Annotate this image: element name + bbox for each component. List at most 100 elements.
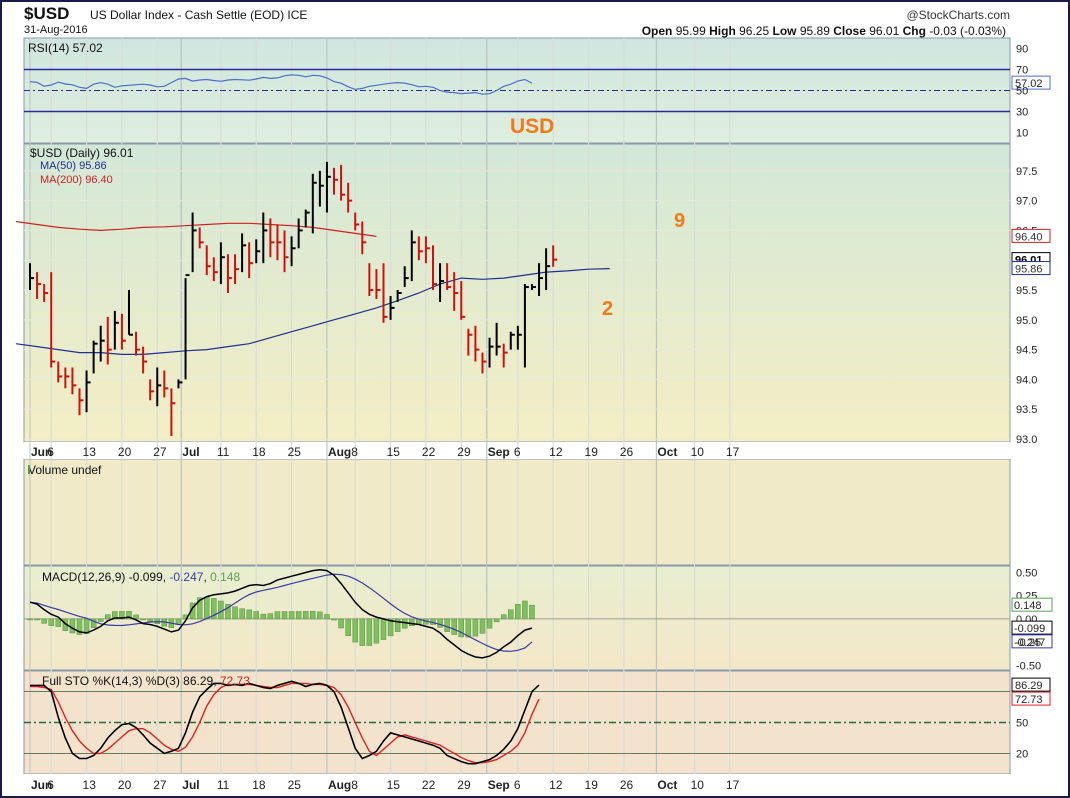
instrument-name: US Dollar Index - Cash Settle (EOD) ICE [90, 8, 308, 22]
price-bar [255, 239, 261, 264]
x-axis-tick-label: 12 [549, 445, 563, 459]
price-bar [71, 367, 77, 395]
x-axis-bottom-tick-label: Sep [488, 778, 510, 792]
price-tick-label: 93.5 [1016, 404, 1037, 416]
x-axis-bottom-tick-label: Jun [31, 778, 52, 792]
macd-hist-bar [500, 614, 507, 620]
macd-hist-bar [338, 618, 344, 629]
macd-hist-bar [529, 604, 535, 620]
macd-hist-bar [451, 618, 457, 635]
price-bar [283, 230, 289, 273]
price-tick-label: 95.5 [1016, 285, 1037, 297]
macd-hist-bar [133, 614, 139, 620]
price-bar [368, 263, 374, 296]
macd-hist-bar [479, 618, 486, 634]
macd-hist-bar [218, 600, 224, 620]
macd-hist-bar [112, 611, 118, 620]
rsi-tick-label: 50 [1016, 86, 1028, 98]
macd-legend: MACD(12,26,9) -0.099, -0.247, 0.148 [42, 570, 241, 584]
macd-last-box [1011, 620, 1053, 635]
price-bar [276, 224, 282, 261]
x-axis-tick-label: 11 [217, 445, 230, 459]
price-bar [170, 388, 176, 437]
macd-hist-bar [508, 609, 514, 620]
macd-last-value: 0.148 [1014, 600, 1042, 612]
macd-hist-bar [260, 613, 267, 620]
macd-last-value: -0.247 [1014, 637, 1045, 649]
x-axis-bottom-tick-label: 17 [726, 778, 740, 792]
date-axis-band [24, 442, 1010, 459]
macd-hist-bar [486, 618, 493, 629]
price-bar [241, 233, 247, 273]
price-bar [262, 212, 268, 264]
price-bar [410, 230, 416, 282]
macd-hist-bar [472, 618, 479, 637]
ma50-legend: MA(50) 95.86 [40, 160, 107, 172]
macd-hist-bar [458, 618, 465, 638]
macd-hist-bar [41, 618, 47, 624]
ma200-legend: MA(200) 96.40 [40, 174, 113, 186]
macd-hist-bar [267, 613, 274, 620]
x-axis-tick-label: 29 [457, 445, 471, 459]
price-bar [495, 322, 501, 356]
price-bar [269, 218, 275, 258]
volume-panel [23, 458, 1011, 566]
x-axis-bottom-tick-label: 10 [691, 778, 705, 792]
macd-hist-bar [359, 618, 366, 646]
annotation-2: 2 [602, 298, 613, 320]
macd-hist-bar [324, 614, 330, 620]
price-bar [340, 164, 346, 201]
macd-last-value: -0.099 [1014, 623, 1045, 635]
price-bar [212, 257, 218, 282]
macd-hist-bar [105, 614, 111, 620]
price-bar [474, 325, 480, 362]
macd-hist-bar [522, 600, 528, 620]
sto-last-value: 72.73 [1015, 694, 1043, 706]
x-axis-tick-label: 8 [351, 445, 358, 459]
x-axis-tick-label: 27 [153, 445, 167, 459]
price-bar [538, 263, 544, 296]
macd-last-box [1011, 634, 1053, 649]
x-axis-tick-label: 15 [387, 445, 401, 459]
macd-last-box [1011, 597, 1053, 612]
macd-hist-bar [281, 611, 288, 620]
sto-k-line [30, 680, 540, 765]
rsi-tick-label: 70 [1016, 65, 1028, 77]
x-axis-tick-label: Oct [657, 445, 677, 459]
open-value: 95.99 [675, 24, 706, 38]
x-axis-tick-label: 22 [422, 445, 436, 459]
annotation-9: 9 [674, 210, 685, 232]
sto-tick-label: 50 [1016, 718, 1028, 730]
volume-icon [28, 465, 30, 474]
x-axis-bottom-tick-label: Jul [182, 778, 199, 792]
macd-hist-bar [444, 618, 450, 632]
ma50-last-box [1011, 261, 1051, 276]
price-bar [163, 370, 169, 398]
chart-date: 31-Aug-2016 [24, 24, 88, 36]
macd-hist-bar [97, 618, 104, 622]
price-bar [85, 370, 91, 413]
x-axis-bottom-tick-label: 8 [351, 778, 358, 792]
x-axis-bottom-tick-label: 6 [514, 778, 521, 792]
price-bar [325, 161, 331, 213]
macd-tick-label: 0.50 [1016, 568, 1037, 580]
price-bar [36, 272, 42, 299]
macd-hist-bar [515, 604, 521, 620]
high-value: 96.25 [739, 24, 770, 38]
macd-hist-bar [225, 603, 231, 620]
price-bar [205, 245, 211, 276]
price-bar [304, 209, 310, 228]
price-bar [516, 325, 522, 350]
x-axis-tick-label: 25 [288, 445, 302, 459]
price-bar [396, 290, 402, 302]
macd-hist-bar [119, 611, 125, 620]
macd-hist-bar [239, 608, 245, 620]
macd-hist-value: 0.148 [210, 570, 241, 584]
rsi-line [29, 74, 533, 95]
rsi-tick-label: 90 [1016, 44, 1028, 56]
price-bar [552, 245, 558, 267]
macd-hist-bar [232, 606, 238, 620]
x-axis-bottom-tick-label: 22 [422, 778, 436, 792]
